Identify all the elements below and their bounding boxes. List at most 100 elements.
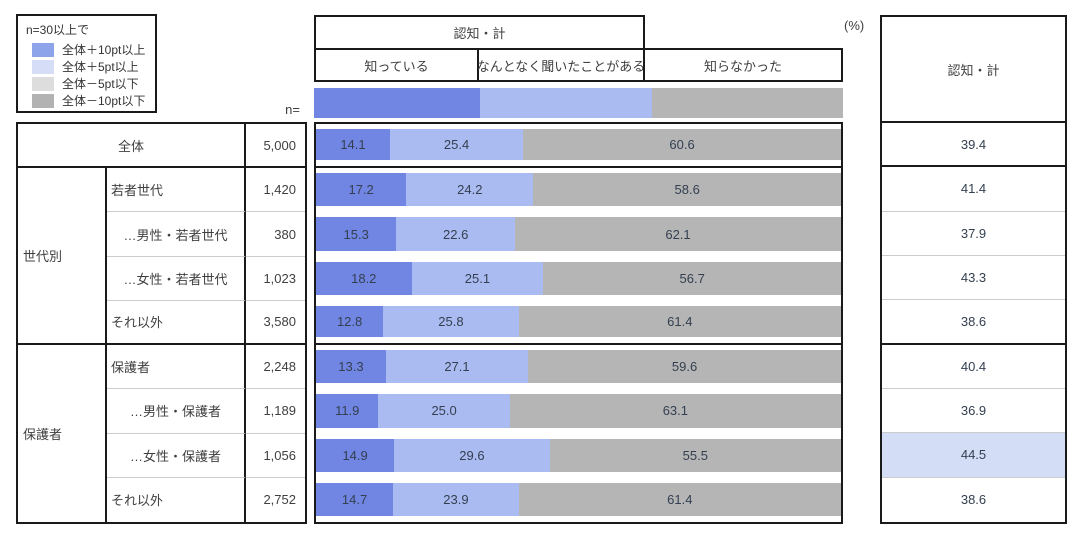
bar-segment: 61.4 bbox=[518, 305, 841, 338]
percent-unit-label: (%) bbox=[844, 18, 865, 33]
total-cell: 43.3 bbox=[882, 256, 1065, 301]
n-value-cell: 2,752 bbox=[263, 492, 296, 508]
bar-segment: 56.7 bbox=[543, 261, 841, 295]
n-value-cell: 5,000 bbox=[246, 124, 305, 169]
bar-segment: 18.2 bbox=[316, 261, 412, 295]
category-table: 世代別 保護者 全体 5,000 若者世代 1,420 …男性・若者世代 380 …女性・若者世… bbox=[16, 122, 307, 524]
bar-segment: 29.6 bbox=[394, 438, 550, 472]
legend-item: 全体＋10pt以上 bbox=[32, 41, 151, 58]
bar-row: 14.9 29.6 55.5 bbox=[316, 434, 841, 478]
color-key-bar bbox=[314, 88, 843, 118]
bar-segment: 17.2 bbox=[316, 173, 407, 207]
column-header-knows: 知っている bbox=[364, 58, 429, 74]
n-value-cell: 2,248 bbox=[246, 345, 305, 390]
bar-segment: 14.7 bbox=[316, 482, 394, 516]
total-column-header: 認知・計 bbox=[882, 17, 1065, 123]
bar-row: 14.1 25.4 60.6 bbox=[316, 124, 841, 169]
bar-segment: 25.1 bbox=[411, 261, 544, 295]
row-label-cell: …女性・保護者 bbox=[107, 433, 246, 478]
n-value-cell: 3,580 bbox=[246, 301, 305, 346]
n-value-cell: 380 bbox=[246, 212, 305, 257]
total-cell: 40.4 bbox=[882, 345, 1065, 389]
bar-segment: 14.9 bbox=[316, 438, 395, 472]
total-cell: 38.6 bbox=[960, 492, 987, 508]
bar-row: 13.3 27.1 59.6 bbox=[316, 345, 841, 389]
legend-item-label: 全体＋5pt以上 bbox=[62, 60, 139, 74]
n-value-cell: 1,023 bbox=[246, 257, 305, 301]
stacked-bar: 18.2 25.1 56.7 bbox=[316, 261, 841, 295]
bar-row: 18.2 25.1 56.7 bbox=[316, 257, 841, 301]
legend-swatch-icon bbox=[32, 76, 54, 91]
color-key-unknown bbox=[652, 88, 843, 118]
total-cell: 37.9 bbox=[882, 212, 1065, 256]
stacked-bar-chart: 14.1 25.4 60.6 17.2 24.2 58.6 15.3 22.6 62.1 18.2… bbox=[314, 122, 843, 524]
bar-segment: 23.9 bbox=[393, 482, 519, 516]
bar-row: 14.7 23.9 61.4 bbox=[316, 478, 841, 522]
bar-segment: 63.1 bbox=[509, 394, 841, 428]
bar-row: 15.3 22.6 62.1 bbox=[316, 212, 841, 256]
bar-segment: 11.9 bbox=[316, 394, 379, 428]
row-label-cell: 保護者 bbox=[107, 345, 246, 390]
bar-row: 12.8 25.8 61.4 bbox=[316, 301, 841, 346]
threshold-legend: n=30以上で 全体＋10pt以上 全体＋5pt以上 全体－5pt以下 全体－10pt… bbox=[16, 14, 157, 113]
legend-item-label: 全体＋10pt以上 bbox=[62, 43, 146, 57]
row-label-cell: 全体 bbox=[18, 124, 246, 169]
n-column-header: n= bbox=[285, 102, 300, 117]
total-column: 認知・計 39.4 41.4 37.9 43.3 38.6 40.4 36.9 44.5 38.… bbox=[880, 15, 1067, 524]
total-cell: 38.6 bbox=[882, 300, 1065, 345]
stacked-bar: 12.8 25.8 61.4 bbox=[316, 305, 841, 338]
total-cell: 41.4 bbox=[882, 167, 1065, 212]
column-header-unknown: 知らなかった bbox=[643, 50, 841, 80]
column-headers: 知っている なんとなく聞いたことがある 知らなかった bbox=[314, 48, 843, 82]
total-cell: 44.5 bbox=[882, 433, 1065, 478]
stacked-bar: 13.3 27.1 59.6 bbox=[316, 350, 841, 384]
legend-title: n=30以上で bbox=[26, 23, 90, 37]
color-key-knows bbox=[314, 88, 480, 118]
stacked-bar: 14.1 25.4 60.6 bbox=[316, 129, 841, 161]
bar-segment: 55.5 bbox=[549, 438, 841, 472]
bar-segment: 60.6 bbox=[523, 129, 841, 161]
row-label-cell: 若者世代 bbox=[107, 168, 246, 213]
legend-item: 全体＋5pt以上 bbox=[32, 58, 151, 75]
legend-item-label: 全体－10pt以下 bbox=[62, 94, 146, 108]
bar-segment: 12.8 bbox=[316, 305, 384, 338]
legend-item: 全体－10pt以下 bbox=[32, 92, 151, 109]
bar-segment: 13.3 bbox=[316, 350, 386, 384]
bar-segment: 58.6 bbox=[533, 173, 841, 207]
stacked-bar: 11.9 25.0 63.1 bbox=[316, 394, 841, 428]
bar-segment: 25.0 bbox=[378, 394, 510, 428]
group-label-cell: 保護者 bbox=[18, 345, 107, 522]
row-label-cell: …男性・保護者 bbox=[107, 389, 246, 434]
stacked-bar: 14.9 29.6 55.5 bbox=[316, 438, 841, 472]
bar-segment: 61.4 bbox=[518, 482, 841, 516]
total-cell: 39.4 bbox=[882, 123, 1065, 168]
bar-segment: 27.1 bbox=[385, 350, 529, 384]
group-label-cell: 世代別 bbox=[18, 168, 107, 346]
column-group-header: 認知・計 bbox=[314, 15, 645, 50]
row-label-cell: それ以外 bbox=[107, 477, 246, 522]
color-key-heard bbox=[480, 88, 652, 118]
bar-segment: 14.1 bbox=[316, 129, 390, 161]
n-value-cell: 1,056 bbox=[246, 434, 305, 478]
bar-segment: 59.6 bbox=[528, 350, 841, 384]
column-header-heard: なんとなく聞いたことがある bbox=[477, 50, 645, 80]
bar-segment: 24.2 bbox=[406, 173, 534, 207]
legend-swatch-icon bbox=[32, 42, 54, 57]
n-value-cell: 1,189 bbox=[246, 389, 305, 434]
legend-item-label: 全体－5pt以下 bbox=[62, 77, 139, 91]
stacked-bar: 14.7 23.9 61.4 bbox=[316, 482, 841, 516]
bar-segment: 22.6 bbox=[396, 217, 515, 251]
stacked-bar: 15.3 22.6 62.1 bbox=[316, 217, 841, 251]
bar-segment: 62.1 bbox=[514, 217, 841, 251]
legend-items: 全体＋10pt以上 全体＋5pt以上 全体－5pt以下 全体－10pt以下 bbox=[25, 41, 151, 109]
legend-item: 全体－5pt以下 bbox=[32, 75, 151, 92]
bar-segment: 15.3 bbox=[316, 217, 397, 251]
bar-segment: 25.4 bbox=[389, 129, 524, 161]
bar-segment: 25.8 bbox=[383, 305, 519, 338]
bar-row: 17.2 24.2 58.6 bbox=[316, 168, 841, 212]
n-value-cell: 1,420 bbox=[246, 168, 305, 213]
stacked-bar: 17.2 24.2 58.6 bbox=[316, 173, 841, 207]
total-cell: 36.9 bbox=[882, 389, 1065, 434]
row-label-cell: それ以外 bbox=[107, 300, 246, 346]
